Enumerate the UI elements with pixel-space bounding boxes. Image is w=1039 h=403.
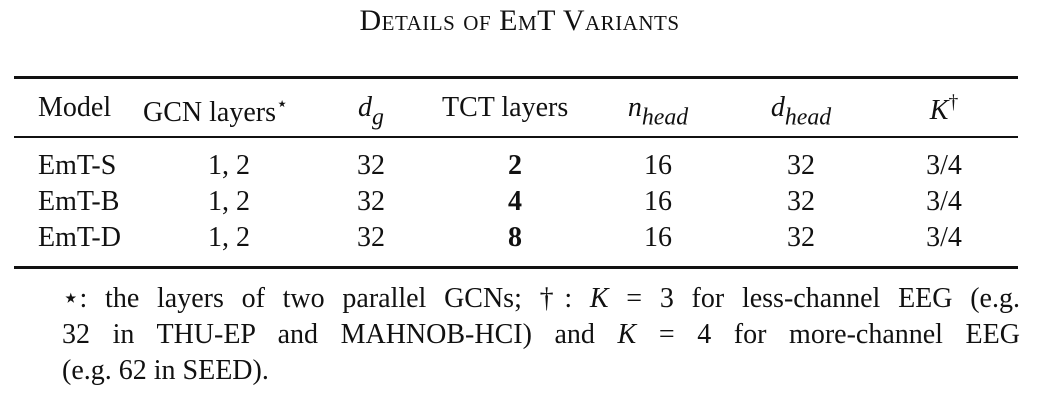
cell-d-head: 32 — [787, 150, 815, 181]
table-caption: Details of EmT Variants — [359, 4, 680, 37]
cell-d-head: 32 — [787, 186, 815, 217]
cell-gcn-layers: 1, 2 — [208, 150, 250, 181]
cell-n-head: 16 — [644, 222, 672, 253]
cell-d-g: 32 — [357, 222, 385, 253]
footnote-line: ⋆: the layers of two parallel GCNs; †: K… — [62, 283, 1020, 314]
cell-model: EmT-B — [38, 186, 120, 217]
footnote-line: 32 in THU-EP and MAHNOB-HCI) and K = 4 f… — [62, 319, 1020, 350]
footnote-line: (e.g. 62 in SEED). — [62, 355, 269, 386]
table-footnote: ⋆: the layers of two parallel GCNs; †: K… — [62, 281, 1020, 389]
cell-k: 3/4 — [926, 222, 962, 253]
bottom-rule — [14, 266, 1018, 269]
dagger-mark: † — [948, 92, 959, 113]
top-rule — [14, 76, 1018, 79]
cell-model: EmT-S — [38, 150, 117, 181]
header-gcn-layers: GCN layers⋆ — [143, 94, 289, 128]
cell-k: 3/4 — [926, 186, 962, 217]
cell-k: 3/4 — [926, 150, 962, 181]
header-model: Model — [38, 92, 112, 123]
cell-d-g: 32 — [357, 186, 385, 217]
header-k: K† — [929, 92, 959, 126]
cell-gcn-layers: 1, 2 — [208, 186, 250, 217]
cell-d-g: 32 — [357, 150, 385, 181]
cell-d-head: 32 — [787, 222, 815, 253]
cell-n-head: 16 — [644, 186, 672, 217]
cell-n-head: 16 — [644, 150, 672, 181]
star-mark: ⋆ — [275, 94, 289, 115]
cell-tct-layers: 4 — [508, 186, 522, 217]
header-d-head: dhead — [770, 92, 832, 131]
header-tct-layers: TCT layers — [442, 92, 569, 123]
cell-gcn-layers: 1, 2 — [208, 222, 250, 253]
header-rule — [14, 136, 1018, 138]
cell-model: EmT-D — [38, 222, 121, 253]
cell-tct-layers: 2 — [508, 150, 522, 181]
header-d-g: dg — [358, 92, 384, 131]
cell-tct-layers: 8 — [508, 222, 522, 253]
header-n-head: nhead — [627, 92, 689, 131]
